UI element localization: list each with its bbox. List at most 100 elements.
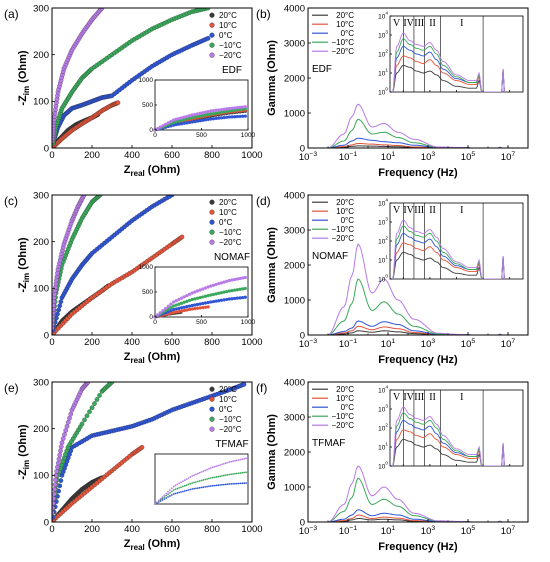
inset-point xyxy=(161,499,164,501)
x-tick-label: 10−1 xyxy=(339,338,358,350)
inset-point xyxy=(190,291,194,295)
inset-point xyxy=(180,486,182,489)
inset-point xyxy=(211,111,216,116)
x-tick-label: 10−1 xyxy=(339,525,358,537)
inset-point xyxy=(209,112,213,116)
inset-series-line-2 xyxy=(392,45,505,92)
inset-point xyxy=(227,115,231,119)
inset-x-tick-label: 0 xyxy=(153,132,157,139)
inset-point xyxy=(235,114,239,119)
x-tick-label: 400 xyxy=(124,524,140,535)
y-tick-label: 4000 xyxy=(284,377,305,388)
inset-point xyxy=(222,110,226,114)
inset-series-line-4 xyxy=(392,406,505,466)
inset-point xyxy=(217,484,220,487)
inset-point xyxy=(168,489,171,491)
plot-frame xyxy=(51,7,253,149)
inset-point xyxy=(195,481,197,483)
legend-label: −10°C xyxy=(219,41,242,50)
inset-point xyxy=(185,299,189,303)
data-point xyxy=(55,464,60,470)
inset-point xyxy=(217,116,221,120)
inset-point xyxy=(195,306,200,310)
x-axis-label: Zreal (Ohm) xyxy=(124,351,181,365)
inset-point xyxy=(243,114,247,118)
inset-point xyxy=(179,301,184,305)
data-point xyxy=(179,234,185,240)
region-label: III xyxy=(414,205,424,216)
inset-point xyxy=(172,485,175,488)
inset-point xyxy=(161,124,165,128)
inset-point xyxy=(241,458,244,461)
data-point xyxy=(79,421,85,427)
inset-frame xyxy=(389,202,524,280)
inset-point xyxy=(157,499,160,502)
legend-label: −20°C xyxy=(331,234,354,243)
x-tick-label: 101 xyxy=(381,525,396,537)
series-line-2 xyxy=(327,137,528,148)
inset-point xyxy=(174,117,178,121)
x-tick-label: 0 xyxy=(49,524,54,535)
inset-point xyxy=(177,119,181,123)
inset-point xyxy=(180,481,182,484)
inset-point xyxy=(190,113,194,117)
series-line-4 xyxy=(327,243,528,335)
legend-label: −10°C xyxy=(331,38,354,47)
inset-point xyxy=(182,305,186,309)
inset-point xyxy=(190,115,194,120)
data-point xyxy=(84,413,90,419)
inset-point xyxy=(167,493,169,496)
inset-point xyxy=(238,296,242,300)
series-line-0 xyxy=(327,330,528,335)
inset-point xyxy=(233,277,237,282)
region-label: IV xyxy=(403,205,414,216)
tick-label-base: 10 xyxy=(378,426,386,433)
tick-label-base: 10 xyxy=(381,526,392,537)
data-lines xyxy=(327,465,528,522)
tick-label-exponent: 0 xyxy=(385,274,388,279)
inset-point xyxy=(198,486,201,489)
y-axis-label: -Zim (Ohm) xyxy=(17,237,31,293)
inset-point xyxy=(215,476,218,478)
data-lines xyxy=(327,103,528,148)
inset-point xyxy=(174,492,177,495)
inset-point xyxy=(164,122,168,126)
tick-label-exponent: 4 xyxy=(385,385,388,390)
data-lines xyxy=(327,243,528,335)
inset-point xyxy=(217,475,220,478)
inset-point xyxy=(163,496,166,498)
legend-label: 0°C xyxy=(341,29,355,38)
inset-point xyxy=(179,118,184,122)
inset-point xyxy=(200,471,203,473)
inset-point xyxy=(187,116,192,120)
tick-label-base: 10 xyxy=(421,339,432,350)
inset-y-tick-label: 103 xyxy=(378,404,388,414)
tick-label-base: 10 xyxy=(421,526,432,537)
inset-point xyxy=(195,112,200,116)
tick-label-exponent: 3 xyxy=(431,151,435,158)
inset-point xyxy=(165,497,168,499)
series-line-3 xyxy=(327,278,528,335)
inset-point xyxy=(224,474,227,477)
inset-series-line-4 xyxy=(392,219,505,279)
x-tick-label: 103 xyxy=(421,525,436,537)
inset-point xyxy=(172,489,175,491)
tick-label-base: 10 xyxy=(378,464,386,471)
tick-label-exponent: 5 xyxy=(471,338,475,345)
inset-point xyxy=(214,282,218,287)
inset-point xyxy=(217,282,221,286)
inset-point xyxy=(237,459,240,461)
inset-point xyxy=(174,488,177,491)
inset-point xyxy=(161,308,165,313)
legend-label: 20°C xyxy=(219,385,237,394)
inset-point xyxy=(235,106,239,110)
region-label: II xyxy=(429,392,436,403)
tick-label-exponent: 4 xyxy=(385,198,388,203)
inset-point xyxy=(202,479,205,481)
inset-point xyxy=(179,116,184,120)
inset-point xyxy=(198,471,201,474)
inset-point xyxy=(174,299,178,303)
inset-point xyxy=(195,473,197,476)
inset-point xyxy=(193,115,197,119)
x-axis-label-unit: (Ohm) xyxy=(145,164,181,176)
